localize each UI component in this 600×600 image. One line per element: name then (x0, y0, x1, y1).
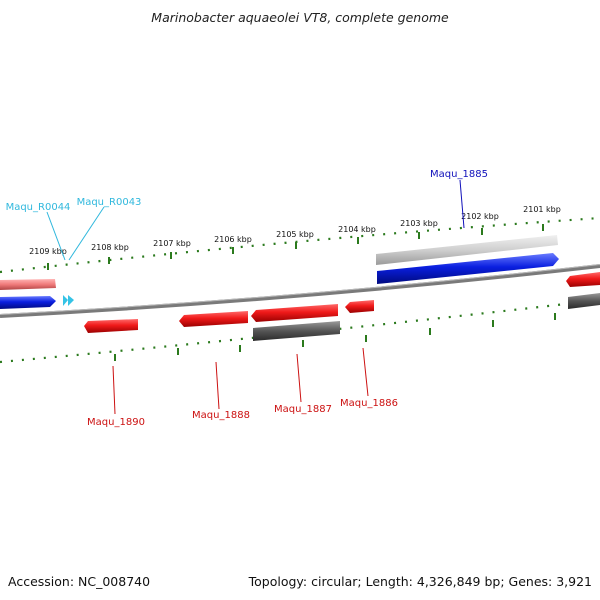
rna-arrow-1[interactable] (63, 295, 68, 306)
scale-tick-2105: 2105 kbp (276, 230, 314, 239)
scale-tick-2102: 2102 kbp (461, 212, 499, 221)
gene-maqu_1890-bar[interactable] (84, 319, 138, 333)
label-maqu_1885[interactable]: Maqu_1885 (430, 169, 488, 180)
gene-forward-red-right[interactable] (566, 272, 600, 287)
gene-maqu_1887-gray[interactable] (253, 321, 340, 341)
gene-maqu_1886-bar[interactable] (345, 300, 374, 313)
gene-maqu_r0044-bar[interactable] (0, 279, 56, 290)
gene-forward-blue-left[interactable] (0, 296, 56, 309)
gene-maqu_1888-bar[interactable] (179, 311, 248, 327)
label-leader-lines (46, 179, 465, 415)
genome-title: Marinobacter aquaeolei VT8, complete gen… (151, 10, 449, 25)
lower-major-ticks (114, 313, 556, 361)
gene-forward-gray-right[interactable] (568, 293, 600, 309)
label-maqu_1890[interactable]: Maqu_1890 (87, 417, 145, 428)
scale-tick-2107: 2107 kbp (153, 239, 191, 248)
lower-scale-ruler (0, 298, 600, 364)
upper-scale-ruler: 2109 kbp 2108 kbp 2107 kbp 2106 kbp 2105… (0, 205, 600, 274)
upper-major-ticks (47, 224, 544, 270)
scale-tick-2101: 2101 kbp (523, 205, 561, 214)
scale-tick-2108: 2108 kbp (91, 243, 129, 252)
reverse-strand-features (84, 300, 374, 341)
upper-ruler-dots (0, 216, 600, 274)
rna-arrow-2[interactable] (68, 295, 74, 306)
scale-tick-2103: 2103 kbp (400, 219, 438, 228)
scale-tick-2109: 2109 kbp (29, 247, 67, 256)
gene-maqu_1885-gray[interactable] (376, 235, 558, 265)
scale-tick-2106: 2106 kbp (214, 235, 252, 244)
forward-strand-features (0, 235, 600, 309)
genome-backbone (0, 264, 600, 318)
footer-accession: Accession: NC_008740 (8, 574, 150, 589)
label-maqu_1887[interactable]: Maqu_1887 (274, 404, 332, 415)
gene-maqu_1885-blue[interactable] (377, 253, 559, 284)
label-maqu_1888[interactable]: Maqu_1888 (192, 410, 250, 421)
lower-ruler-dots (0, 298, 600, 364)
footer-summary: Topology: circular; Length: 4,326,849 bp… (248, 574, 592, 589)
label-maqu_r0043[interactable]: Maqu_R0043 (77, 197, 142, 208)
gene-maqu_1887-bar[interactable] (251, 304, 338, 322)
label-maqu_1886[interactable]: Maqu_1886 (340, 398, 398, 409)
label-maqu_r0044[interactable]: Maqu_R0044 (6, 202, 71, 213)
scale-tick-2104: 2104 kbp (338, 225, 376, 234)
genome-backbone-highlight (0, 264, 600, 315)
